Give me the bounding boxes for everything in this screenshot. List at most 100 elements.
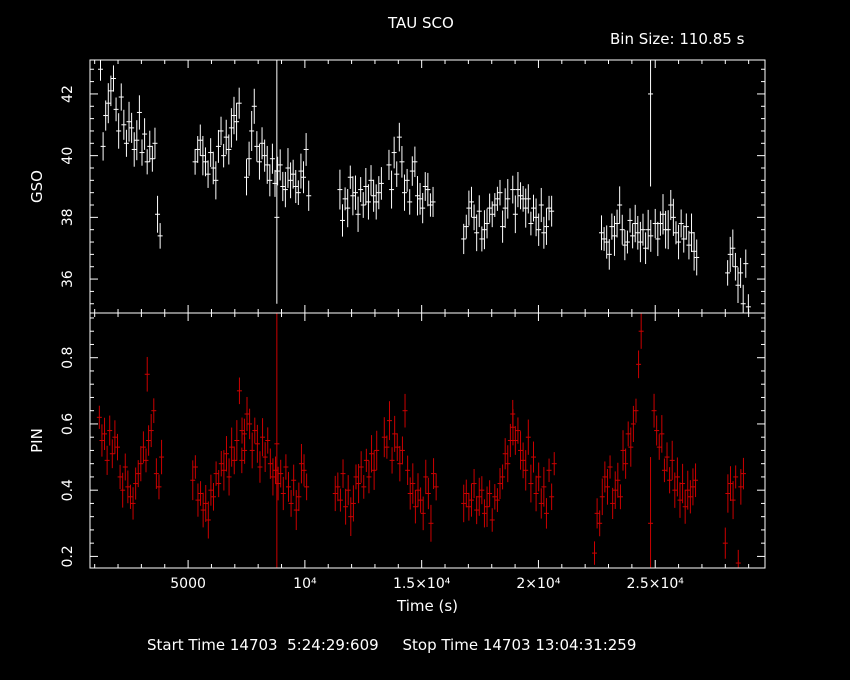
gso-data-point	[275, 156, 281, 186]
pin-data-point	[356, 463, 362, 504]
pin-data-point	[211, 482, 217, 511]
gso-data-point	[376, 176, 382, 210]
pin-data-point	[231, 446, 237, 475]
gso-data-point	[288, 162, 294, 199]
gso-data-point	[215, 129, 221, 163]
pin-data-point	[476, 477, 482, 516]
gso-data-point	[538, 187, 544, 223]
pin-data-point	[239, 417, 245, 444]
gso-data-point	[386, 149, 392, 180]
gso-y-tick-label: 38	[60, 208, 76, 226]
gso-data-point	[136, 95, 142, 130]
pin-data-point	[687, 480, 693, 514]
pin-data-point	[690, 468, 696, 506]
gso-data-point	[402, 174, 408, 211]
gso-data-point	[502, 188, 508, 228]
pin-data-point	[298, 443, 304, 484]
gso-data-point	[243, 159, 249, 196]
gso-data-point	[347, 165, 353, 189]
gso-data-point	[673, 221, 679, 245]
pin-series	[96, 313, 746, 568]
pin-data-point	[107, 415, 113, 446]
gso-data-point	[637, 221, 643, 263]
footer-time-range: Start Time 14703 5:24:29:609 Stop Time 1…	[147, 636, 637, 654]
gso-data-point	[730, 229, 736, 267]
pin-data-point	[656, 434, 662, 460]
gso-data-point	[116, 113, 122, 149]
gso-data-point	[417, 182, 423, 215]
gso-data-point	[378, 167, 384, 200]
pin-data-point	[730, 481, 736, 520]
pin-data-point	[661, 458, 667, 483]
gso-data-point	[226, 134, 232, 165]
pin-data-point	[623, 448, 629, 479]
gso-data-point	[197, 124, 203, 156]
pin-data-point	[260, 418, 266, 457]
gso-data-point	[342, 187, 348, 211]
gso-data-point	[427, 193, 433, 217]
gso-data-point	[683, 213, 689, 240]
gso-data-point	[676, 224, 682, 260]
gso-data-point	[113, 97, 119, 122]
gso-data-point	[256, 143, 262, 180]
pin-data-point	[604, 469, 610, 505]
pin-data-point	[412, 490, 418, 524]
gso-data-point	[290, 159, 296, 189]
gso-data-point	[407, 189, 413, 215]
pin-data-point	[680, 463, 686, 504]
pin-data-point	[612, 471, 618, 509]
gso-data-point	[536, 213, 542, 246]
gso-data-point	[430, 186, 436, 217]
pin-data-point	[541, 467, 547, 507]
gso-data-point	[126, 101, 132, 142]
pin-data-point	[363, 448, 369, 472]
pin-data-point	[512, 426, 518, 455]
pin-data-point	[394, 433, 400, 461]
gso-data-point	[599, 215, 605, 251]
pin-data-point	[350, 485, 356, 522]
pin-data-point	[669, 440, 675, 480]
pin-data-point	[148, 414, 154, 448]
pin-data-point	[285, 471, 291, 502]
gso-data-point	[525, 184, 531, 214]
gso-data-point	[355, 196, 361, 232]
pin-data-point	[725, 474, 731, 513]
gso-data-point	[306, 180, 312, 211]
pin-data-point	[143, 448, 149, 473]
gso-data-point	[474, 214, 480, 252]
gso-data-point	[267, 164, 273, 197]
gso-data-point	[205, 160, 211, 188]
gso-data-point	[541, 216, 547, 249]
pin-y-tick-label: 0.4	[60, 479, 76, 501]
gso-data-point	[422, 172, 428, 201]
gso-data-point	[157, 223, 163, 249]
gso-data-point	[645, 209, 651, 250]
x-tick-label: 10⁴	[293, 576, 317, 592]
pin-data-point	[122, 453, 128, 481]
pin-data-point	[345, 475, 351, 506]
gso-data-point	[345, 188, 351, 228]
pin-y-axis-label: PIN	[28, 428, 46, 453]
pin-data-point	[138, 446, 144, 482]
pin-data-point	[112, 420, 118, 455]
pin-data-point	[636, 350, 642, 379]
gso-data-point	[549, 195, 555, 227]
gso-data-point	[740, 284, 746, 313]
pin-data-point	[610, 487, 616, 520]
pin-y-tick-label: 0.8	[60, 347, 76, 369]
pin-data-point	[551, 452, 557, 476]
pin-data-point	[159, 439, 165, 475]
pin-data-point	[241, 418, 247, 450]
gso-data-point	[691, 232, 697, 271]
gso-y-tick-label: 42	[60, 85, 76, 103]
gso-data-point	[632, 204, 638, 243]
gso-data-point	[518, 182, 524, 210]
pin-data-point	[114, 433, 120, 461]
gso-data-point	[195, 136, 201, 163]
gso-y-tick-label: 36	[60, 270, 76, 288]
pin-data-point	[270, 458, 276, 496]
gso-data-point	[412, 146, 418, 178]
pin-data-point	[267, 448, 273, 479]
pin-data-point	[283, 454, 289, 480]
pin-data-point	[389, 447, 395, 474]
